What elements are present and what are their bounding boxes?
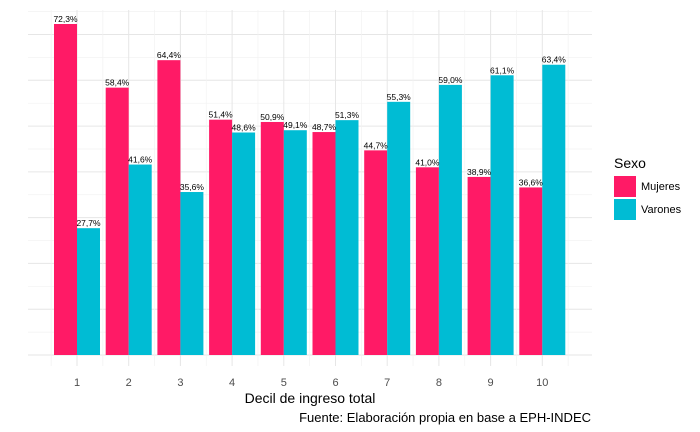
data-label-mujeres-decil-2: 58,4%	[105, 78, 130, 88]
data-label-varones-decil-6: 51,3%	[335, 110, 360, 120]
bar-mujeres-decil-10	[519, 187, 543, 355]
data-label-varones-decil-2: 41,6%	[128, 155, 153, 165]
data-labels: 72,3% 27,7% 58,4% 41,6% 64,4% 35,6% 51,4% 48,6%…	[53, 14, 566, 228]
bar-mujeres-decil-1	[54, 24, 77, 355]
legend-label-varones: Varones	[641, 204, 682, 216]
x-tick-label: 8	[436, 377, 442, 389]
data-label-mujeres-decil-5: 50,9%	[260, 112, 285, 122]
data-label-mujeres-decil-9: 38,9%	[467, 167, 492, 177]
data-label-varones-decil-1: 27,7%	[76, 218, 101, 228]
data-label-varones-decil-7: 55,3%	[387, 92, 412, 102]
data-label-varones-decil-4: 48,6%	[232, 123, 257, 133]
data-label-varones-decil-10: 63,4%	[542, 55, 567, 65]
data-label-mujeres-decil-10: 36,6%	[519, 177, 544, 187]
x-tick-label: 2	[126, 377, 132, 389]
legend: Sexo Mujeres Varones	[614, 155, 682, 220]
x-tick-label: 10	[536, 377, 548, 389]
bar-varones-decil-10	[542, 64, 566, 355]
data-label-mujeres-decil-7: 44,7%	[364, 140, 389, 150]
bar-mujeres-decil-4	[209, 119, 233, 356]
bar-mujeres-decil-8	[415, 167, 439, 355]
data-label-varones-decil-9: 61,1%	[490, 65, 515, 75]
data-label-mujeres-decil-1: 72,3%	[53, 14, 78, 24]
data-label-mujeres-decil-8: 41,0%	[415, 157, 440, 167]
x-tick-label: 1	[74, 377, 80, 389]
data-label-varones-decil-8: 59,0%	[438, 75, 463, 85]
bar-mujeres-decil-6	[312, 132, 336, 355]
data-label-varones-decil-3: 35,6%	[180, 182, 205, 192]
bar-varones-decil-6	[335, 120, 359, 355]
data-label-varones-decil-5: 49,1%	[283, 120, 308, 130]
bar-varones-decil-1	[77, 228, 100, 355]
data-label-mujeres-decil-3: 64,4%	[157, 50, 182, 60]
bar-varones-decil-4	[232, 132, 256, 355]
x-tick-label: 4	[229, 377, 235, 389]
legend-title: Sexo	[614, 155, 646, 171]
bar-mujeres-decil-7	[364, 150, 388, 355]
bar-varones-decil-9	[490, 75, 514, 356]
x-tick-label: 9	[488, 377, 494, 389]
bar-mujeres-decil-5	[260, 121, 284, 355]
bars	[54, 24, 566, 356]
x-tick-label: 7	[384, 377, 390, 389]
x-tick-label: 6	[332, 377, 338, 389]
data-label-mujeres-decil-4: 51,4%	[209, 110, 234, 120]
bar-varones-decil-8	[438, 84, 462, 356]
bar-mujeres-decil-9	[467, 176, 491, 355]
legend-swatch-varones	[614, 199, 636, 220]
legend-label-mujeres: Mujeres	[641, 181, 681, 193]
bar-mujeres-decil-3	[157, 60, 181, 355]
chart-caption: Fuente: Elaboración propia en base a EPH…	[299, 410, 591, 425]
x-axis-title: Decil de ingreso total	[245, 390, 376, 406]
data-label-mujeres-decil-6: 48,7%	[312, 122, 337, 132]
x-tick-label: 3	[177, 377, 183, 389]
bar-varones-decil-5	[283, 130, 307, 355]
x-axis-ticks: 1 2 3 4 5 6 7 8 9 10	[74, 377, 548, 389]
bar-varones-decil-7	[387, 101, 411, 355]
bar-varones-decil-3	[180, 192, 204, 355]
legend-swatch-mujeres	[614, 176, 636, 197]
x-tick-label: 5	[281, 377, 287, 389]
bar-mujeres-decil-2	[105, 87, 129, 356]
bar-varones-decil-2	[128, 164, 152, 355]
